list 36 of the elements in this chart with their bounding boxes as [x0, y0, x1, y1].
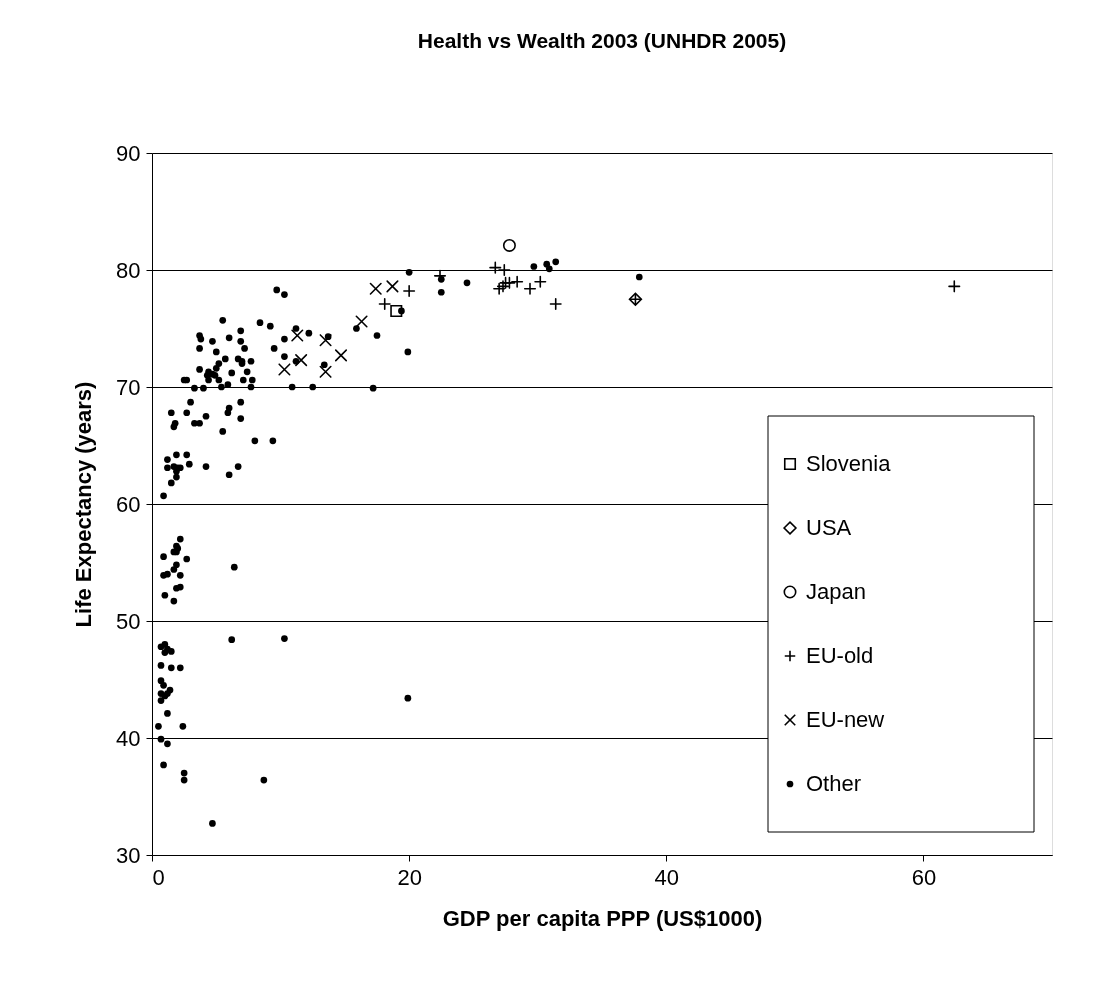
y-tick-label: 70 [116, 374, 141, 400]
legend-label: Other [806, 771, 862, 796]
point [369, 282, 382, 295]
legend-label: Slovenia [806, 451, 892, 476]
x-tick-label: 40 [654, 864, 680, 890]
y-tick-label: 60 [116, 491, 141, 517]
point [549, 297, 562, 310]
legend-label: Japan [806, 579, 866, 604]
legend-label: USA [806, 515, 852, 540]
y-axis-title: Life Expectancy (years) [71, 381, 97, 628]
point [319, 365, 332, 378]
point [534, 275, 547, 288]
chart-title: Health vs Wealth 2003 (UNHDR 2005) [417, 29, 787, 52]
point [278, 363, 291, 376]
point [948, 280, 961, 293]
y-tick-label: 40 [116, 725, 141, 751]
point [378, 297, 391, 310]
y-tick-label: 50 [116, 608, 141, 634]
y-tick-label: 80 [116, 257, 141, 283]
legend-label: EU-old [806, 643, 874, 668]
y-tick-label: 30 [116, 842, 141, 868]
point [319, 334, 332, 347]
point [502, 238, 516, 252]
x-tick-label: 0 [152, 864, 165, 890]
point [390, 304, 403, 317]
x-tick-label: 60 [911, 864, 937, 890]
point [291, 329, 304, 342]
point [295, 354, 308, 367]
point [334, 349, 348, 362]
point [355, 315, 368, 328]
point [386, 280, 399, 293]
legend-label: EU-new [806, 707, 885, 732]
y-tick-label: 90 [116, 140, 141, 166]
x-tick-label: 20 [397, 864, 422, 890]
point [489, 261, 502, 274]
x-axis-title: GDP per capita PPP (US$1000) [442, 905, 763, 931]
